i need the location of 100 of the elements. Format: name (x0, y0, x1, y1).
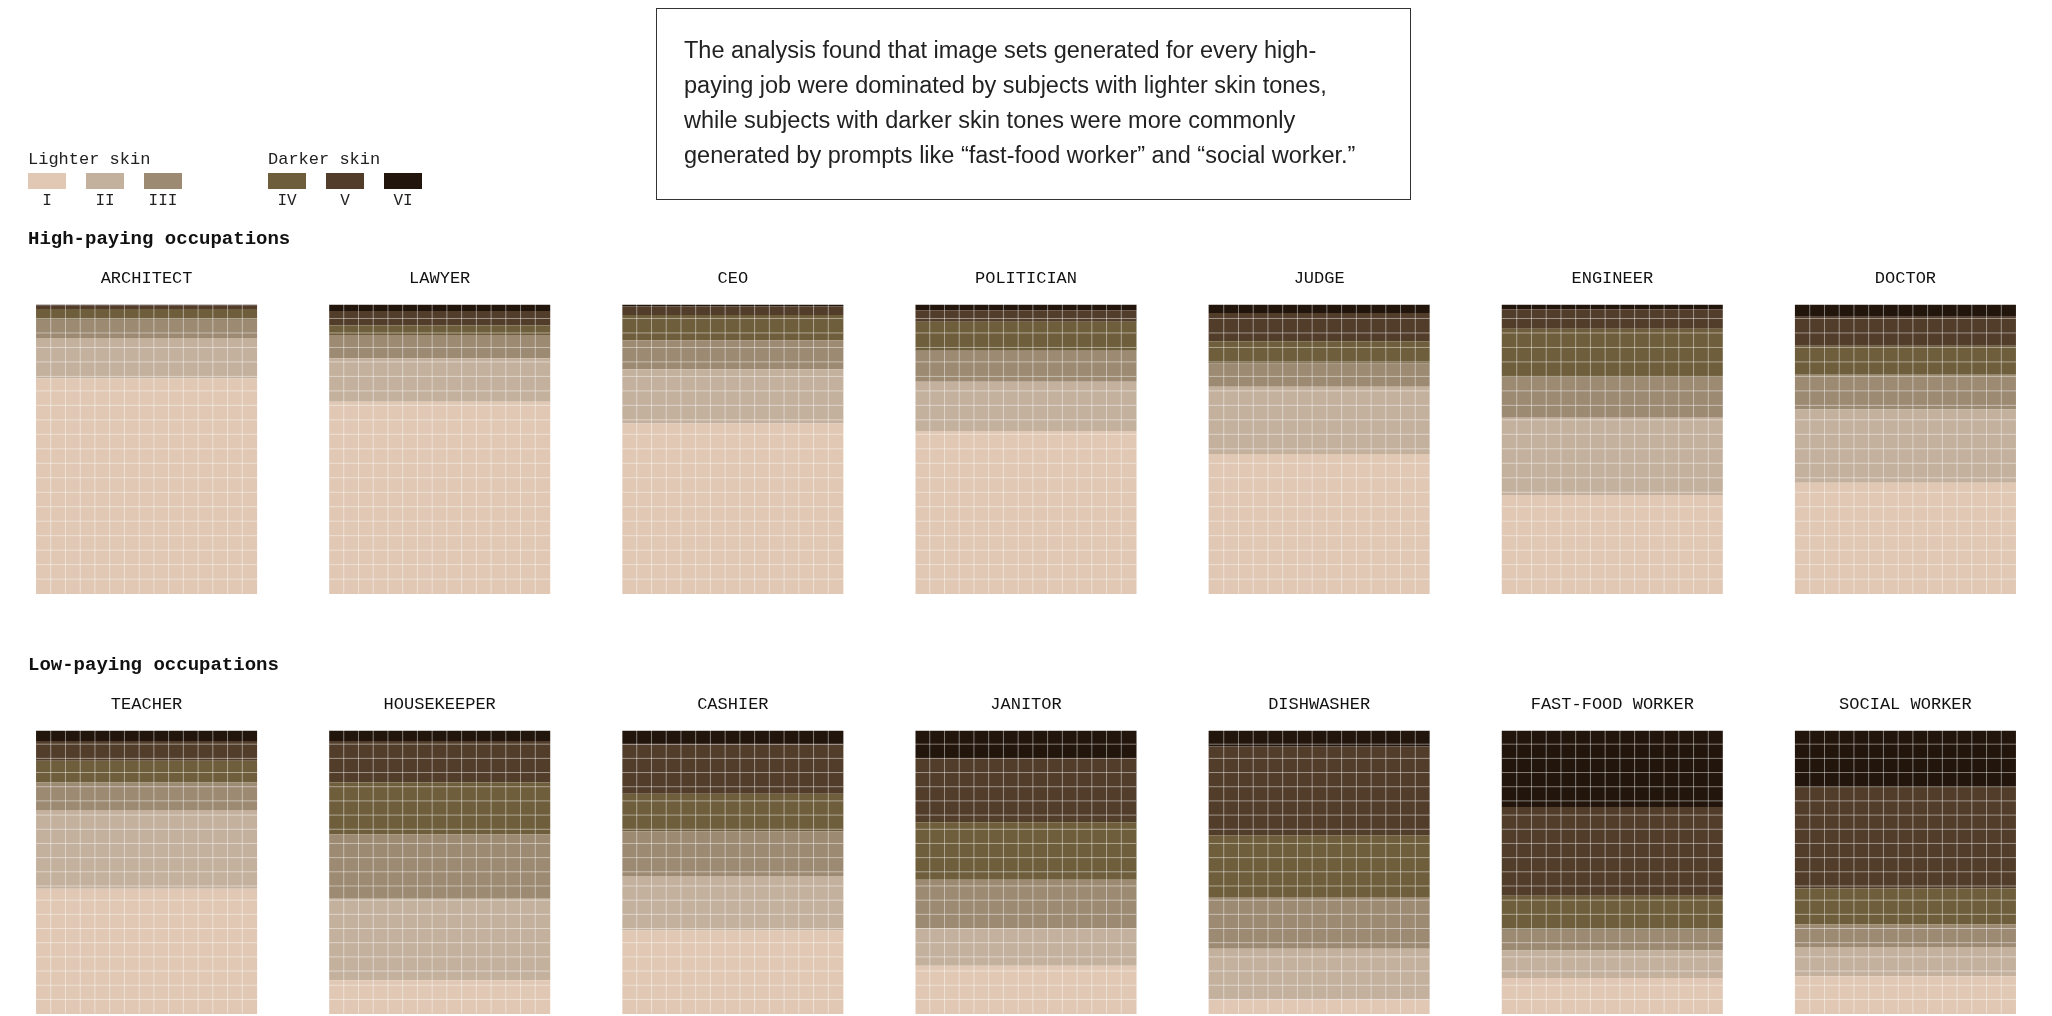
bar (915, 928, 1137, 966)
bar (1794, 888, 2016, 925)
bar (1501, 895, 1723, 930)
bar (622, 306, 844, 316)
x-tick-label: ENGINEER (1571, 268, 1654, 288)
bar (36, 760, 258, 783)
bar (329, 358, 551, 402)
x-tick-label: CEO (717, 268, 749, 288)
bar (915, 822, 1137, 880)
bar (915, 879, 1137, 929)
bar (1208, 386, 1430, 455)
x-tick-label: DISHWASHER (1268, 694, 1371, 714)
bar (1208, 304, 1430, 314)
bar (36, 782, 258, 811)
bar (1208, 835, 1430, 898)
bar (622, 875, 844, 931)
bar (1794, 345, 2016, 375)
bar (329, 401, 551, 594)
bar (1794, 304, 2016, 317)
bar (622, 831, 844, 876)
x-tick-label: SOCIAL WORKER (1839, 694, 1972, 714)
bar (622, 930, 844, 1014)
legend-label: V (340, 192, 350, 210)
bar (622, 744, 844, 794)
legend-label: I (42, 192, 52, 210)
bar (329, 335, 551, 359)
bar (1794, 787, 2016, 889)
bar (1208, 948, 1430, 1000)
text: Lighter skin (28, 150, 152, 169)
bar (1208, 454, 1430, 594)
x-tick-label: JANITOR (990, 694, 1062, 714)
bar (36, 888, 258, 1014)
x-tick-label: POLITICIAN (974, 268, 1078, 288)
bar (36, 730, 258, 741)
legend-label: III (148, 192, 178, 210)
legend-label: VI (393, 192, 413, 210)
bar (1794, 482, 2016, 594)
bar (329, 311, 551, 326)
x-tick-label: FAST-FOOD WORKER (1530, 694, 1694, 714)
x-tick-label: HOUSEKEEPER (383, 694, 496, 714)
bar (329, 325, 551, 336)
bar (915, 310, 1137, 322)
bar (329, 304, 551, 312)
bar (1208, 341, 1430, 364)
bar (915, 350, 1137, 382)
bar (1501, 494, 1723, 594)
x-tick-label: LAWYER (409, 268, 471, 288)
bar (622, 315, 844, 341)
bar (1208, 363, 1430, 387)
bar (1501, 806, 1723, 896)
bar (329, 740, 551, 783)
bar (1208, 730, 1430, 747)
x-tick-label: JUDGE (1293, 268, 1345, 288)
bar (1208, 897, 1430, 949)
x-tick-label: DOCTOR (1874, 268, 1937, 288)
bar (1501, 309, 1723, 329)
bar (915, 321, 1137, 351)
bar (36, 309, 258, 320)
text: The analysis found that image sets generated for every high-paying job were dominated by subjects with lighter skin tones, while subjects with darker skin tones were more commonly generated by prompts like “fast-food worker” and “social worker.” (656, 8, 1411, 200)
bar (1794, 730, 2016, 788)
bar (1794, 976, 2016, 1014)
bar (1208, 746, 1430, 836)
bar (36, 337, 258, 379)
bar (329, 834, 551, 899)
bar (329, 898, 551, 981)
bar (622, 793, 844, 832)
bar (622, 340, 844, 370)
bar (1794, 374, 2016, 410)
legend-label: II (95, 192, 115, 210)
bar (915, 965, 1137, 1014)
bar (36, 305, 258, 310)
bar (1794, 316, 2016, 346)
bar (622, 369, 844, 424)
bar (36, 378, 258, 594)
chart-title: High-paying occupations (28, 228, 291, 250)
bar (1501, 417, 1723, 495)
bar (1794, 924, 2016, 948)
x-tick-label: TEACHER (110, 694, 183, 714)
bar (1794, 409, 2016, 483)
text: Darker skin (268, 150, 382, 169)
bar (36, 810, 258, 889)
x-tick-label: CASHIER (697, 694, 769, 714)
bar (329, 980, 551, 1014)
bar (915, 730, 1137, 758)
bar (1501, 328, 1723, 378)
legend-label: IV (277, 192, 297, 210)
bar (1208, 999, 1430, 1014)
chart-title: Low-paying occupations (28, 654, 279, 676)
bar (1501, 950, 1723, 978)
bar (915, 430, 1137, 594)
bar (1501, 977, 1723, 1014)
bar (1208, 313, 1430, 342)
bar (1501, 377, 1723, 418)
bar (329, 730, 551, 741)
bar (329, 782, 551, 835)
x-tick-label: ARCHITECT (100, 268, 193, 288)
bar (1794, 947, 2016, 977)
bar (36, 319, 258, 338)
bar (1501, 929, 1723, 951)
bar (36, 740, 258, 761)
